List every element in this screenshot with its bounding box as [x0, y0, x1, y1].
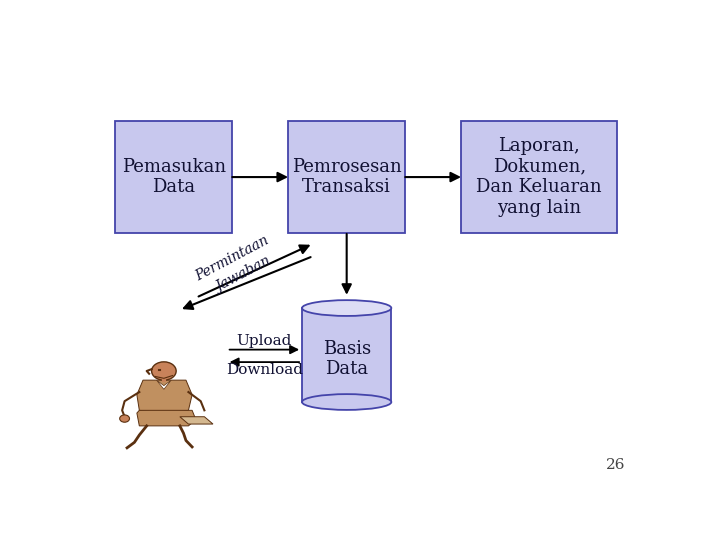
- Bar: [302, 308, 392, 402]
- Polygon shape: [156, 380, 171, 389]
- FancyBboxPatch shape: [288, 121, 405, 233]
- Circle shape: [120, 415, 130, 422]
- Text: Permintaan: Permintaan: [193, 233, 271, 284]
- Text: 26: 26: [606, 458, 626, 472]
- Text: Download: Download: [226, 363, 303, 377]
- Text: Pemasukan
Data: Pemasukan Data: [122, 158, 226, 197]
- Polygon shape: [180, 417, 213, 424]
- Text: Basis
Data: Basis Data: [323, 340, 371, 379]
- Polygon shape: [137, 380, 192, 413]
- FancyBboxPatch shape: [461, 121, 617, 233]
- FancyBboxPatch shape: [115, 121, 233, 233]
- Ellipse shape: [302, 394, 392, 410]
- Circle shape: [152, 362, 176, 380]
- Text: Laporan,
Dokumen,
Dan Keluaran
yang lain: Laporan, Dokumen, Dan Keluaran yang lain: [477, 137, 602, 217]
- Text: Pemrosesan
Transaksi: Pemrosesan Transaksi: [292, 158, 402, 197]
- Polygon shape: [137, 410, 196, 426]
- Ellipse shape: [302, 300, 392, 316]
- Text: Jawaban: Jawaban: [214, 254, 273, 295]
- Text: Upload: Upload: [237, 334, 292, 348]
